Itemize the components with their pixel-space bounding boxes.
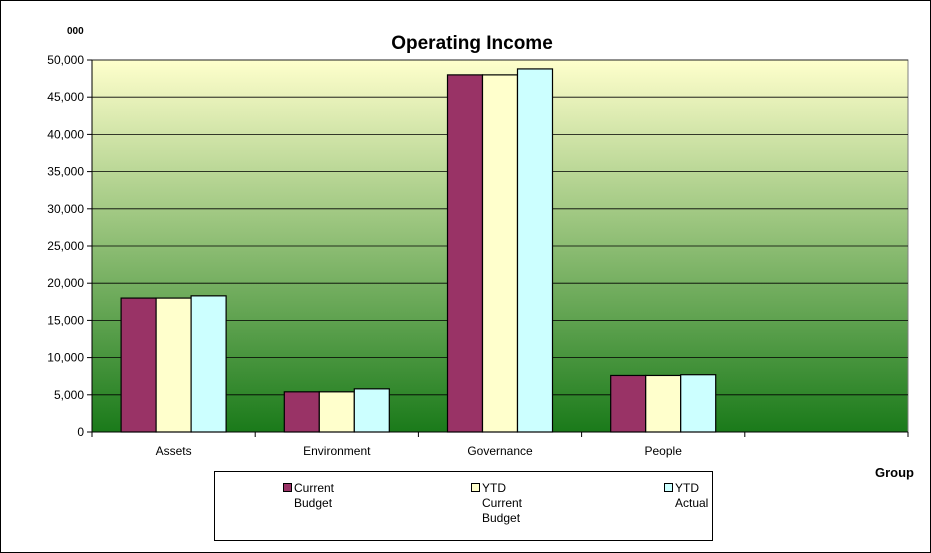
y-tick-label: 35,000: [47, 165, 84, 179]
chart-title: Operating Income: [391, 33, 553, 54]
legend-item: Current Budget: [283, 481, 354, 511]
x-axis-title: Group: [875, 465, 914, 480]
x-tick-label: Assets: [156, 444, 192, 458]
y-tick-label: 25,000: [47, 239, 84, 253]
legend: Current Budget YTD Current Budget YTD Actu…: [214, 471, 713, 541]
y-tick-labels: 0 5,000 10,000 15,000 20,000 25,000 30,000 35,0…: [47, 53, 84, 439]
bar-ytd-current-budget: [645, 374, 682, 433]
y-tick-label: 0: [77, 425, 84, 439]
y-tick-label: 10,000: [47, 351, 84, 365]
bar-current-budget: [120, 297, 157, 433]
legend-swatch: [471, 483, 480, 492]
y-tick-label: 15,000: [47, 313, 84, 327]
bar-ytd-current-budget: [155, 297, 192, 433]
y-tick-label: 5,000: [54, 388, 84, 402]
legend-label: YTD Actual: [675, 481, 709, 510]
y-tick-label: 40,000: [47, 127, 84, 141]
bar-current-budget: [283, 391, 320, 433]
bar-current-budget: [446, 74, 484, 433]
bar-current-budget: [610, 374, 647, 433]
x-tick-label: Environment: [303, 444, 371, 458]
legend-swatch: [283, 483, 292, 492]
bar-ytd-current-budget: [318, 391, 355, 433]
y-tick-label: 30,000: [47, 202, 84, 216]
legend-swatch: [664, 483, 673, 492]
x-tick-labels: Assets Environment Governance People: [156, 444, 683, 458]
legend-item: YTD Current Budget: [471, 481, 542, 526]
bar-ytd-actual: [516, 68, 554, 433]
y-tick-label: 50,000: [47, 53, 84, 67]
x-tick-label: People: [645, 444, 683, 458]
x-tick-label: Governance: [467, 444, 533, 458]
legend-label: YTD Current Budget: [482, 481, 523, 525]
y-tick-label: 20,000: [47, 276, 84, 290]
y-tick-label: 45,000: [47, 90, 84, 104]
bar-ytd-current-budget: [481, 74, 519, 433]
bar-ytd-actual: [353, 388, 390, 433]
legend-item: YTD Actual: [664, 481, 735, 511]
bar-ytd-actual: [190, 295, 227, 433]
bar-ytd-actual: [680, 374, 717, 433]
axes: [87, 59, 909, 437]
legend-label: Current Budget: [294, 481, 335, 510]
unit-label: 000: [67, 26, 84, 37]
